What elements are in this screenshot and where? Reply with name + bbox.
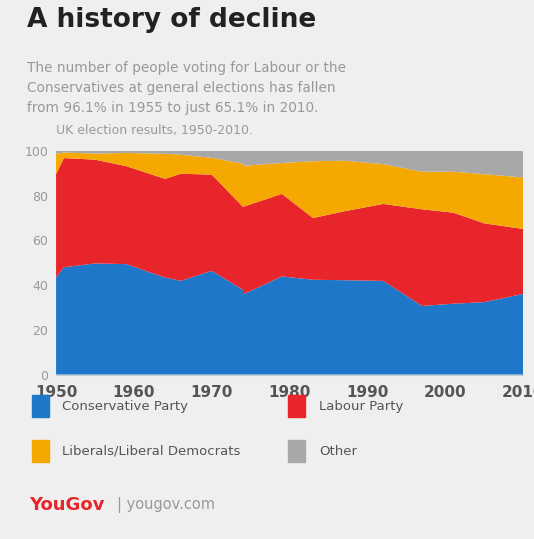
Text: A history of decline: A history of decline <box>27 7 316 33</box>
Bar <box>32 440 49 462</box>
Text: Other: Other <box>319 445 357 458</box>
Text: YouGov: YouGov <box>29 496 105 514</box>
Bar <box>288 395 305 417</box>
Text: Labour Party: Labour Party <box>319 400 403 413</box>
Bar <box>288 440 305 462</box>
Text: | yougov.com: | yougov.com <box>117 497 216 513</box>
Text: Liberals/Liberal Democrats: Liberals/Liberal Democrats <box>62 445 241 458</box>
Text: The number of people voting for Labour or the
Conservatives at general elections: The number of people voting for Labour o… <box>27 61 345 115</box>
Text: Conservative Party: Conservative Party <box>62 400 189 413</box>
Bar <box>32 395 49 417</box>
Text: UK election results, 1950-2010.: UK election results, 1950-2010. <box>56 125 253 137</box>
